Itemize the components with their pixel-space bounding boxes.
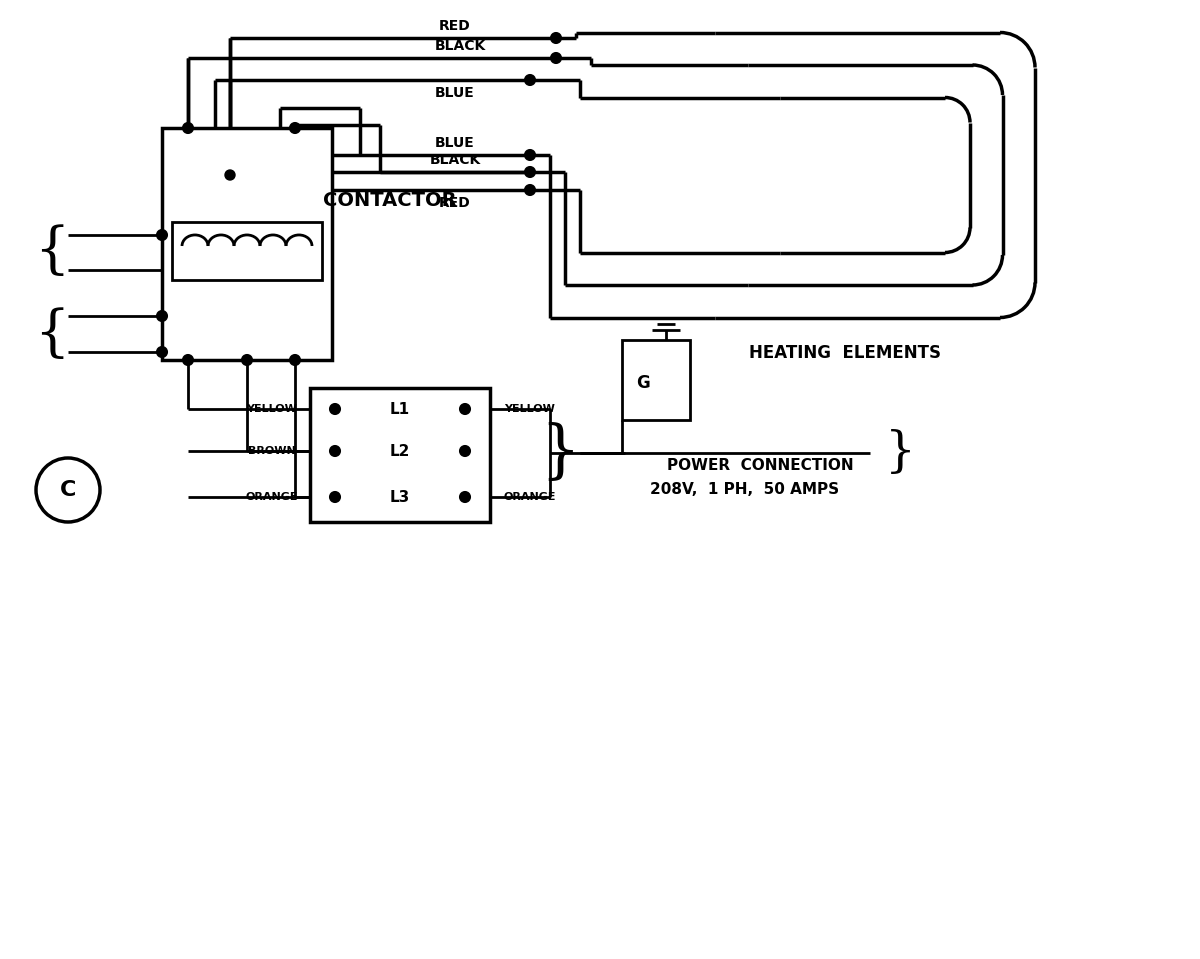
Text: L1: L1 bbox=[390, 402, 410, 416]
Text: RED: RED bbox=[439, 19, 470, 33]
Text: BLUE: BLUE bbox=[436, 136, 475, 150]
Text: L2: L2 bbox=[390, 443, 410, 458]
Circle shape bbox=[551, 33, 562, 43]
Bar bbox=[172, 222, 322, 280]
Text: {: { bbox=[35, 224, 70, 279]
Text: YELLOW: YELLOW bbox=[246, 404, 298, 414]
Circle shape bbox=[460, 492, 470, 502]
Bar bbox=[310, 388, 490, 522]
Circle shape bbox=[242, 355, 252, 365]
Circle shape bbox=[157, 311, 167, 321]
Text: }: } bbox=[540, 423, 580, 483]
Circle shape bbox=[182, 355, 193, 365]
Text: YELLOW: YELLOW bbox=[504, 404, 556, 414]
Text: CONTACTOR: CONTACTOR bbox=[323, 191, 457, 209]
Circle shape bbox=[526, 185, 535, 195]
Circle shape bbox=[330, 404, 340, 414]
Text: L3: L3 bbox=[390, 489, 410, 504]
Text: BLUE: BLUE bbox=[436, 86, 475, 100]
Bar bbox=[162, 128, 332, 360]
Circle shape bbox=[526, 167, 535, 177]
Circle shape bbox=[157, 347, 167, 357]
Circle shape bbox=[290, 123, 300, 133]
Circle shape bbox=[526, 75, 535, 85]
Circle shape bbox=[330, 492, 340, 502]
Text: BLACK: BLACK bbox=[430, 153, 481, 167]
Text: BROWN: BROWN bbox=[248, 446, 296, 456]
Text: G: G bbox=[636, 374, 650, 392]
Text: {: { bbox=[35, 308, 70, 363]
Text: C: C bbox=[60, 480, 76, 500]
Circle shape bbox=[460, 446, 470, 456]
Bar bbox=[622, 340, 690, 420]
Circle shape bbox=[330, 446, 340, 456]
Circle shape bbox=[460, 404, 470, 414]
Circle shape bbox=[226, 170, 235, 180]
Text: POWER  CONNECTION: POWER CONNECTION bbox=[667, 457, 853, 473]
Text: ORANGE: ORANGE bbox=[504, 492, 557, 502]
Text: BLACK: BLACK bbox=[434, 39, 486, 53]
Circle shape bbox=[157, 230, 167, 240]
Circle shape bbox=[182, 123, 193, 133]
Circle shape bbox=[526, 150, 535, 160]
Text: HEATING  ELEMENTS: HEATING ELEMENTS bbox=[749, 343, 941, 362]
Text: 208V,  1 PH,  50 AMPS: 208V, 1 PH, 50 AMPS bbox=[650, 482, 840, 498]
Text: ORANGE: ORANGE bbox=[246, 492, 299, 502]
Circle shape bbox=[290, 355, 300, 365]
Text: }: } bbox=[884, 430, 916, 477]
Circle shape bbox=[551, 53, 562, 63]
Text: RED: RED bbox=[439, 196, 470, 210]
